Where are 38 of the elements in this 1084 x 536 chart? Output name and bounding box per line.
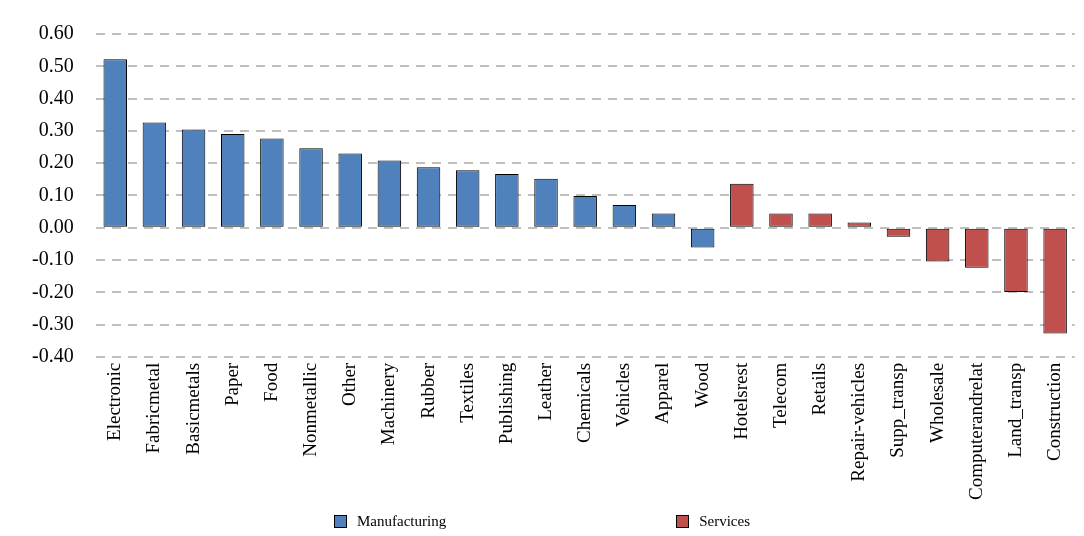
y-tick-label: 0.20 (38, 150, 74, 173)
x-tick-label: Hotelsrest (729, 362, 751, 440)
y-tick-label: -0.40 (31, 344, 74, 367)
y-tick-label: 0.30 (38, 118, 74, 141)
y-tick-label: 0.50 (38, 53, 74, 76)
x-tick-label: Wholesale (925, 362, 947, 444)
x-tick-label: Supp_transp (886, 362, 908, 458)
x-tick-label: Retails (808, 362, 830, 416)
x-tick-label: Repair-vehicles (847, 362, 869, 482)
x-tick-label: Textiles (455, 362, 477, 423)
x-tick-label: Fabricmetal (142, 362, 164, 454)
x-tick-label: Construction (1043, 362, 1065, 461)
y-tick-label: -0.20 (31, 279, 74, 302)
y-tick-label: 0.10 (38, 182, 74, 205)
legend-label: Manufacturing (357, 512, 447, 530)
x-tick-label: Vehicles (612, 362, 634, 428)
x-tick-label: Paper (220, 362, 242, 407)
x-tick-label: Publishing (494, 362, 516, 445)
x-tick-label: Computerandrelat (964, 362, 986, 501)
x-tick-label: Leather (534, 362, 555, 421)
x-tick-label: Apparel (651, 362, 673, 425)
x-tick-label: Telecom (768, 362, 790, 428)
x-tick-label: Food (259, 362, 281, 402)
x-tick-label: Basicmetals (181, 362, 203, 455)
x-tick-label: Machinery (377, 362, 399, 446)
legend-label: Services (699, 512, 750, 530)
y-tick-label: -0.10 (31, 247, 74, 270)
y-tick-label: 0.40 (38, 85, 74, 108)
x-tick-label: Wood (690, 362, 712, 408)
x-tick-label: Nonmetallic (299, 362, 321, 457)
y-tick-label: 0.00 (38, 214, 74, 237)
x-tick-label: Land_transp (1003, 362, 1025, 458)
x-tick-label: Electronic (103, 362, 125, 441)
x-tick-label: Other (338, 362, 360, 407)
x-tick-label: Chemicals (573, 362, 595, 444)
y-tick-label: 0.60 (38, 21, 74, 44)
y-tick-label: -0.30 (31, 311, 74, 334)
x-tick-label: Rubber (416, 362, 438, 419)
